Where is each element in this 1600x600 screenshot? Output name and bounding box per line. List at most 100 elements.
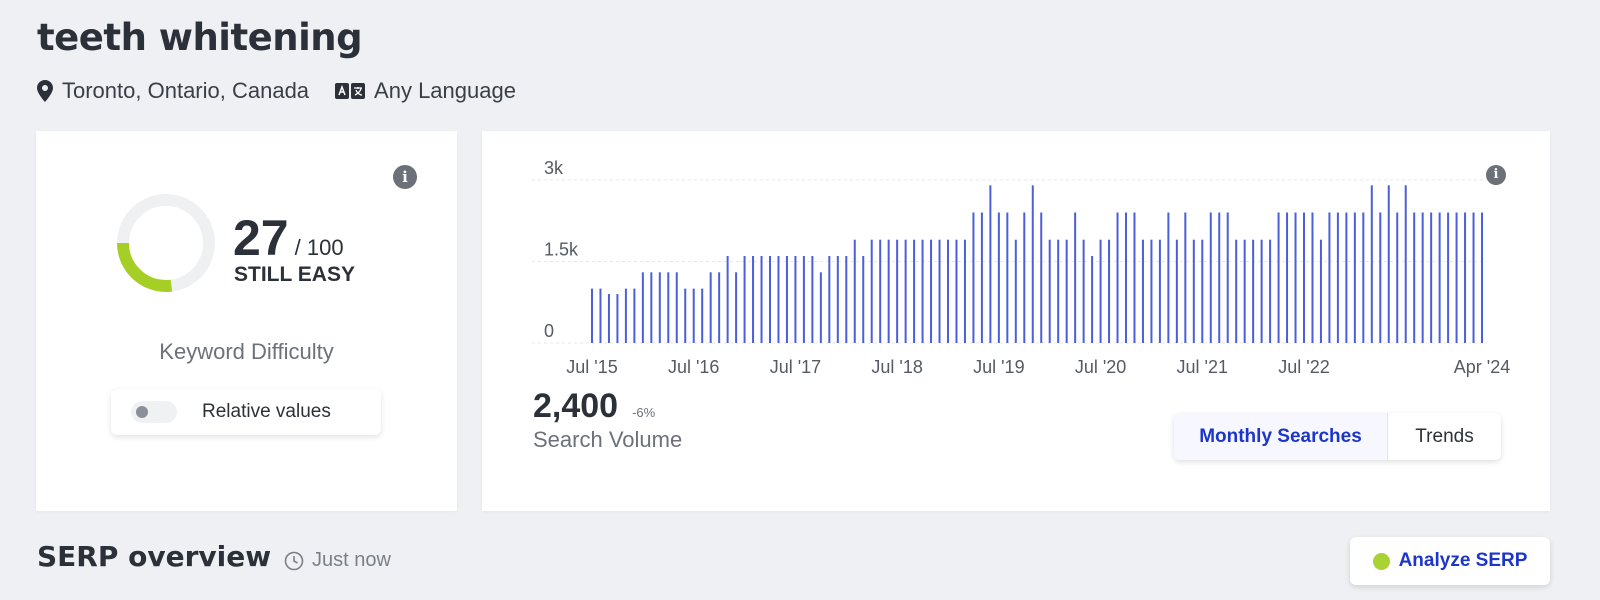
chart-bar[interactable] <box>1006 212 1009 344</box>
chart-bar[interactable] <box>1260 239 1263 343</box>
chart-bar[interactable] <box>1455 212 1458 344</box>
chart-bar[interactable] <box>836 256 839 343</box>
chart-bar[interactable] <box>904 239 907 343</box>
tab-monthly-searches[interactable]: Monthly Searches <box>1174 413 1388 460</box>
chart-bar[interactable] <box>811 256 814 343</box>
chart-bar[interactable] <box>624 288 627 343</box>
chart-bar[interactable] <box>1108 239 1111 343</box>
chart-bar[interactable] <box>1277 212 1280 344</box>
chart-bar[interactable] <box>853 239 856 343</box>
chart-bar[interactable] <box>1472 212 1475 344</box>
chart-bar[interactable] <box>921 239 924 343</box>
toggle-switch[interactable] <box>131 401 177 423</box>
chart-bar[interactable] <box>599 288 602 343</box>
chart-bar[interactable] <box>1192 239 1195 343</box>
chart-bar[interactable] <box>735 272 738 343</box>
chart-bar[interactable] <box>667 272 670 343</box>
chart-bar[interactable] <box>1040 212 1043 344</box>
chart-bar[interactable] <box>785 256 788 343</box>
chart-bar[interactable] <box>1175 239 1178 343</box>
chart-bar[interactable] <box>1404 185 1407 343</box>
chart-bar[interactable] <box>955 239 958 343</box>
relative-values-toggle[interactable]: Relative values <box>111 389 381 435</box>
chart-bar[interactable] <box>1201 239 1204 343</box>
chart-bar[interactable] <box>870 239 873 343</box>
chart-bar[interactable] <box>1387 185 1390 343</box>
chart-bar[interactable] <box>1345 212 1348 344</box>
chart-bar[interactable] <box>1209 212 1212 344</box>
chart-bar[interactable] <box>777 256 780 343</box>
chart-bar[interactable] <box>1303 212 1305 344</box>
chart-bar[interactable] <box>1226 212 1229 344</box>
chart-bar[interactable] <box>879 239 882 343</box>
chart-bar[interactable] <box>1141 239 1144 343</box>
chart-bar[interactable] <box>743 256 746 343</box>
chart-bar[interactable] <box>972 212 975 344</box>
chart-bar[interactable] <box>1099 239 1102 343</box>
chart-bar[interactable] <box>1370 185 1373 343</box>
chart-bar[interactable] <box>1235 239 1238 343</box>
chart-bar[interactable] <box>769 256 771 343</box>
chart-bar[interactable] <box>913 239 916 343</box>
chart-bar[interactable] <box>947 239 949 343</box>
chart-bar[interactable] <box>1362 212 1365 344</box>
chart-bar[interactable] <box>845 256 848 343</box>
chart-bar[interactable] <box>1269 239 1272 343</box>
chart-bar[interactable] <box>1167 212 1170 344</box>
chart-bar[interactable] <box>1125 212 1127 344</box>
chart-bar[interactable] <box>633 288 636 343</box>
tab-trends[interactable]: Trends <box>1415 425 1474 447</box>
chart-bar[interactable] <box>718 272 721 343</box>
chart-bar[interactable] <box>709 272 712 343</box>
chart-bar[interactable] <box>980 212 983 344</box>
chart-bar[interactable] <box>650 272 653 343</box>
chart-bar[interactable] <box>1447 212 1450 344</box>
chart-bar[interactable] <box>1430 212 1433 344</box>
chart-bar[interactable] <box>887 239 890 343</box>
location[interactable]: Toronto, Ontario, Canada <box>37 78 309 104</box>
chart-bar[interactable] <box>591 288 593 343</box>
chart-bar[interactable] <box>1057 239 1060 343</box>
chart-bar[interactable] <box>1218 212 1221 344</box>
chart-bar[interactable] <box>658 272 661 343</box>
chart-bar[interactable] <box>802 256 805 343</box>
chart-bar[interactable] <box>701 288 704 343</box>
chart-bar[interactable] <box>989 185 992 343</box>
chart-bar[interactable] <box>1294 212 1297 344</box>
chart-bar[interactable] <box>819 272 822 343</box>
chart-bar[interactable] <box>1031 185 1034 343</box>
chart-bar[interactable] <box>1413 212 1416 344</box>
chart-bar[interactable] <box>1133 212 1136 344</box>
chart-bar[interactable] <box>1184 212 1187 344</box>
chart-bar[interactable] <box>1286 212 1289 344</box>
chart-bar[interactable] <box>1328 212 1331 344</box>
chart-bar[interactable] <box>963 239 966 343</box>
chart-bar[interactable] <box>997 212 1000 344</box>
chart-bar[interactable] <box>760 256 763 343</box>
chart-bar[interactable] <box>794 256 797 343</box>
chart-bar[interactable] <box>1252 239 1255 343</box>
analyze-serp-button[interactable]: Analyze SERP <box>1350 537 1550 585</box>
chart-bar[interactable] <box>1353 212 1356 344</box>
chart-bar[interactable] <box>828 256 831 343</box>
language[interactable]: Any Language <box>335 78 516 104</box>
chart-bar[interactable] <box>1438 212 1441 344</box>
chart-bar[interactable] <box>930 239 933 343</box>
info-icon[interactable]: i <box>393 165 417 189</box>
chart-bar[interactable] <box>1481 212 1483 344</box>
chart-bar[interactable] <box>862 256 865 343</box>
chart-bar[interactable] <box>1158 239 1161 343</box>
chart-bar[interactable] <box>1091 256 1094 343</box>
chart-bar[interactable] <box>1048 239 1051 343</box>
chart-bar[interactable] <box>1311 212 1314 344</box>
chart-bar[interactable] <box>1082 239 1085 343</box>
info-icon[interactable]: i <box>1486 165 1506 185</box>
chart-bar[interactable] <box>607 294 610 343</box>
chart-bar[interactable] <box>616 294 619 343</box>
chart-bar[interactable] <box>1243 239 1246 343</box>
chart-bar[interactable] <box>1065 239 1068 343</box>
chart-bar[interactable] <box>1464 212 1467 344</box>
chart-bar[interactable] <box>1336 212 1339 344</box>
chart-bar[interactable] <box>1074 212 1077 344</box>
chart-bar[interactable] <box>896 239 899 343</box>
